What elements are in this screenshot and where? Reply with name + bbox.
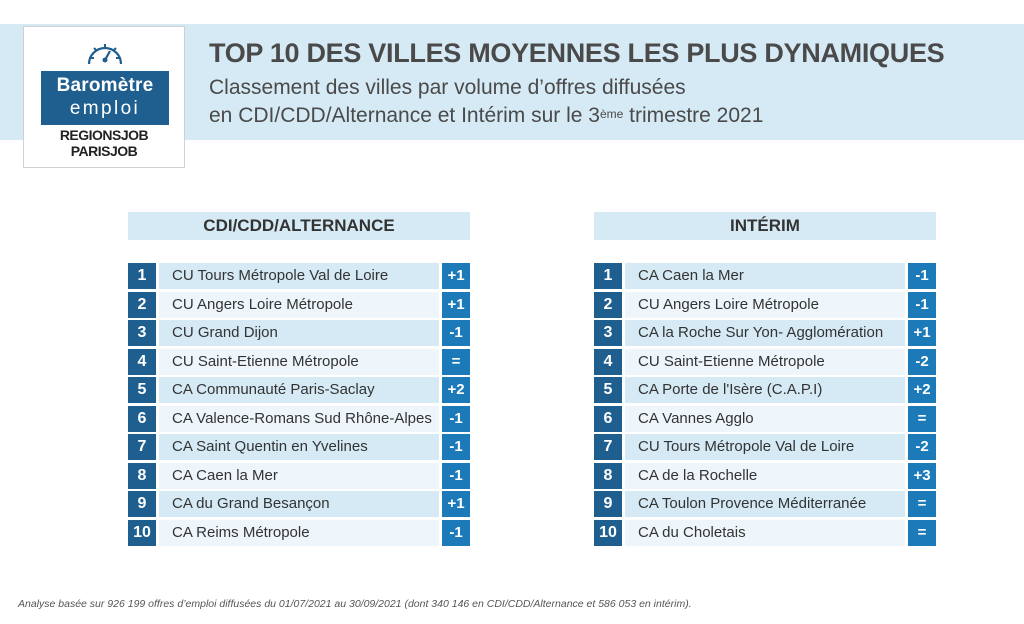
rank-badge: 9 (128, 491, 156, 517)
logo-brand-parisjob: PARISJOB (70, 143, 138, 159)
table-row: 9 CA du Grand Besançon +1 (128, 491, 470, 517)
rank-change-badge: +1 (908, 320, 936, 346)
table-row: 2 CU Angers Loire Métropole +1 (128, 291, 470, 318)
rank-change-badge: +2 (442, 377, 470, 403)
rank-change-badge: -2 (908, 434, 936, 460)
rank-change-badge: = (908, 405, 936, 432)
subtitle-line2-start: en CDI/CDD/Alternance et Intérim sur le … (209, 104, 600, 127)
city-name: CA Caen la Mer (625, 263, 905, 289)
rank-change-badge: +3 (908, 462, 936, 489)
city-name: CU Angers Loire Métropole (159, 291, 439, 318)
city-name: CA Caen la Mer (159, 462, 439, 489)
rank-change-badge: = (442, 348, 470, 375)
subtitle-superscript: ème (599, 107, 624, 121)
rank-change-badge: +1 (442, 263, 470, 289)
rank-badge: 8 (128, 462, 156, 489)
table-row: 8 CA de la Rochelle +3 (594, 462, 936, 489)
rank-badge: 1 (594, 263, 622, 289)
rank-change-badge: -1 (908, 263, 936, 289)
table-row: 5 CA Communauté Paris-Saclay +2 (128, 377, 470, 403)
rank-badge: 1 (128, 263, 156, 289)
table-row: 9 CA Toulon Provence Méditerranée = (594, 491, 936, 517)
rank-change-badge: -2 (908, 348, 936, 375)
rank-change-badge: -1 (442, 320, 470, 346)
rank-change-badge: -1 (442, 519, 470, 546)
logo-line1: Baromètre (56, 75, 154, 96)
page-title: TOP 10 DES VILLES MOYENNES LES PLUS DYNA… (209, 38, 945, 68)
table-row: 2 CU Angers Loire Métropole -1 (594, 291, 936, 318)
footnote: Analyse basée sur 926 199 offres d’emplo… (18, 598, 692, 610)
table-row: 6 CA Valence-Romans Sud Rhône-Alpes -1 (128, 405, 470, 432)
ranking-table-interim: 1 CA Caen la Mer -1 2 CU Angers Loire Métrop… (594, 263, 936, 548)
city-name: CU Tours Métropole Val de Loire (625, 434, 905, 460)
table-row: 3 CU Grand Dijon -1 (128, 320, 470, 346)
city-name: CA du Grand Besançon (159, 491, 439, 517)
city-name: CA Vannes Agglo (625, 405, 905, 432)
rank-badge: 7 (594, 434, 622, 460)
logo-line2: emploi (69, 98, 141, 119)
logo-brand-regionsjob: REGIONSJOB (59, 127, 149, 143)
page-subtitle: Classement des villes par volume d’offre… (209, 74, 763, 130)
rank-badge: 2 (594, 291, 622, 318)
rank-badge: 4 (128, 348, 156, 375)
rank-badge: 7 (128, 434, 156, 460)
city-name: CA Communauté Paris-Saclay (159, 377, 439, 403)
city-name: CU Grand Dijon (159, 320, 439, 346)
table-row: 5 CA Porte de l'Isère (C.A.P.I) +2 (594, 377, 936, 403)
rank-badge: 2 (128, 291, 156, 318)
table-row: 7 CA Saint Quentin en Yvelines -1 (128, 434, 470, 460)
table-row: 4 CU Saint-Etienne Métropole = (128, 348, 470, 375)
table-row: 6 CA Vannes Agglo = (594, 405, 936, 432)
barometre-emploi-logo: Baromètre emploi REGIONSJOB PARISJOB (23, 26, 185, 168)
rank-change-badge: +2 (908, 377, 936, 403)
rank-badge: 4 (594, 348, 622, 375)
rank-change-badge: = (908, 491, 936, 517)
rank-change-badge: -1 (442, 405, 470, 432)
table-row: 10 CA Reims Métropole -1 (128, 519, 470, 546)
ranking-table-cdi: 1 CU Tours Métropole Val de Loire +1 2 CU An… (128, 263, 470, 548)
rank-change-badge: -1 (442, 462, 470, 489)
city-name: CA Valence-Romans Sud Rhône-Alpes (159, 405, 439, 432)
gauge-icon (87, 44, 123, 65)
city-name: CA du Choletais (625, 519, 905, 546)
city-name: CU Angers Loire Métropole (625, 291, 905, 318)
city-name: CA Saint Quentin en Yvelines (159, 434, 439, 460)
rank-badge: 3 (128, 320, 156, 346)
table-row: 7 CU Tours Métropole Val de Loire -2 (594, 434, 936, 460)
city-name: CA de la Rochelle (625, 462, 905, 489)
logo-badge: Baromètre emploi (41, 71, 169, 125)
rank-badge: 6 (594, 405, 622, 432)
rank-badge: 5 (594, 377, 622, 403)
table-row: 1 CU Tours Métropole Val de Loire +1 (128, 263, 470, 289)
table-heading-interim: INTÉRIM (594, 212, 936, 240)
subtitle-line2-end: trimestre 2021 (623, 104, 764, 127)
table-row: 8 CA Caen la Mer -1 (128, 462, 470, 489)
rank-badge: 9 (594, 491, 622, 517)
city-name: CA la Roche Sur Yon- Agglomération (625, 320, 905, 346)
rank-badge: 5 (128, 377, 156, 403)
rank-badge: 3 (594, 320, 622, 346)
city-name: CA Reims Métropole (159, 519, 439, 546)
subtitle-line1: Classement des villes par volume d’offre… (209, 76, 686, 99)
table-row: 10 CA du Choletais = (594, 519, 936, 546)
table-heading-cdi: CDI/CDD/ALTERNANCE (128, 212, 470, 240)
rank-badge: 6 (128, 405, 156, 432)
city-name: CA Porte de l'Isère (C.A.P.I) (625, 377, 905, 403)
rank-badge: 10 (594, 519, 622, 546)
city-name: CU Tours Métropole Val de Loire (159, 263, 439, 289)
subtitle-line2: en CDI/CDD/Alternance et Intérim sur le … (209, 102, 763, 130)
table-row: 1 CA Caen la Mer -1 (594, 263, 936, 289)
table-row: 3 CA la Roche Sur Yon- Agglomération +1 (594, 320, 936, 346)
city-name: CA Toulon Provence Méditerranée (625, 491, 905, 517)
rank-change-badge: +1 (442, 291, 470, 318)
rank-badge: 8 (594, 462, 622, 489)
table-row: 4 CU Saint-Etienne Métropole -2 (594, 348, 936, 375)
rank-change-badge: +1 (442, 491, 470, 517)
city-name: CU Saint-Etienne Métropole (159, 348, 439, 375)
rank-change-badge: -1 (908, 291, 936, 318)
city-name: CU Saint-Etienne Métropole (625, 348, 905, 375)
rank-change-badge: = (908, 519, 936, 546)
rank-change-badge: -1 (442, 434, 470, 460)
rank-badge: 10 (128, 519, 156, 546)
